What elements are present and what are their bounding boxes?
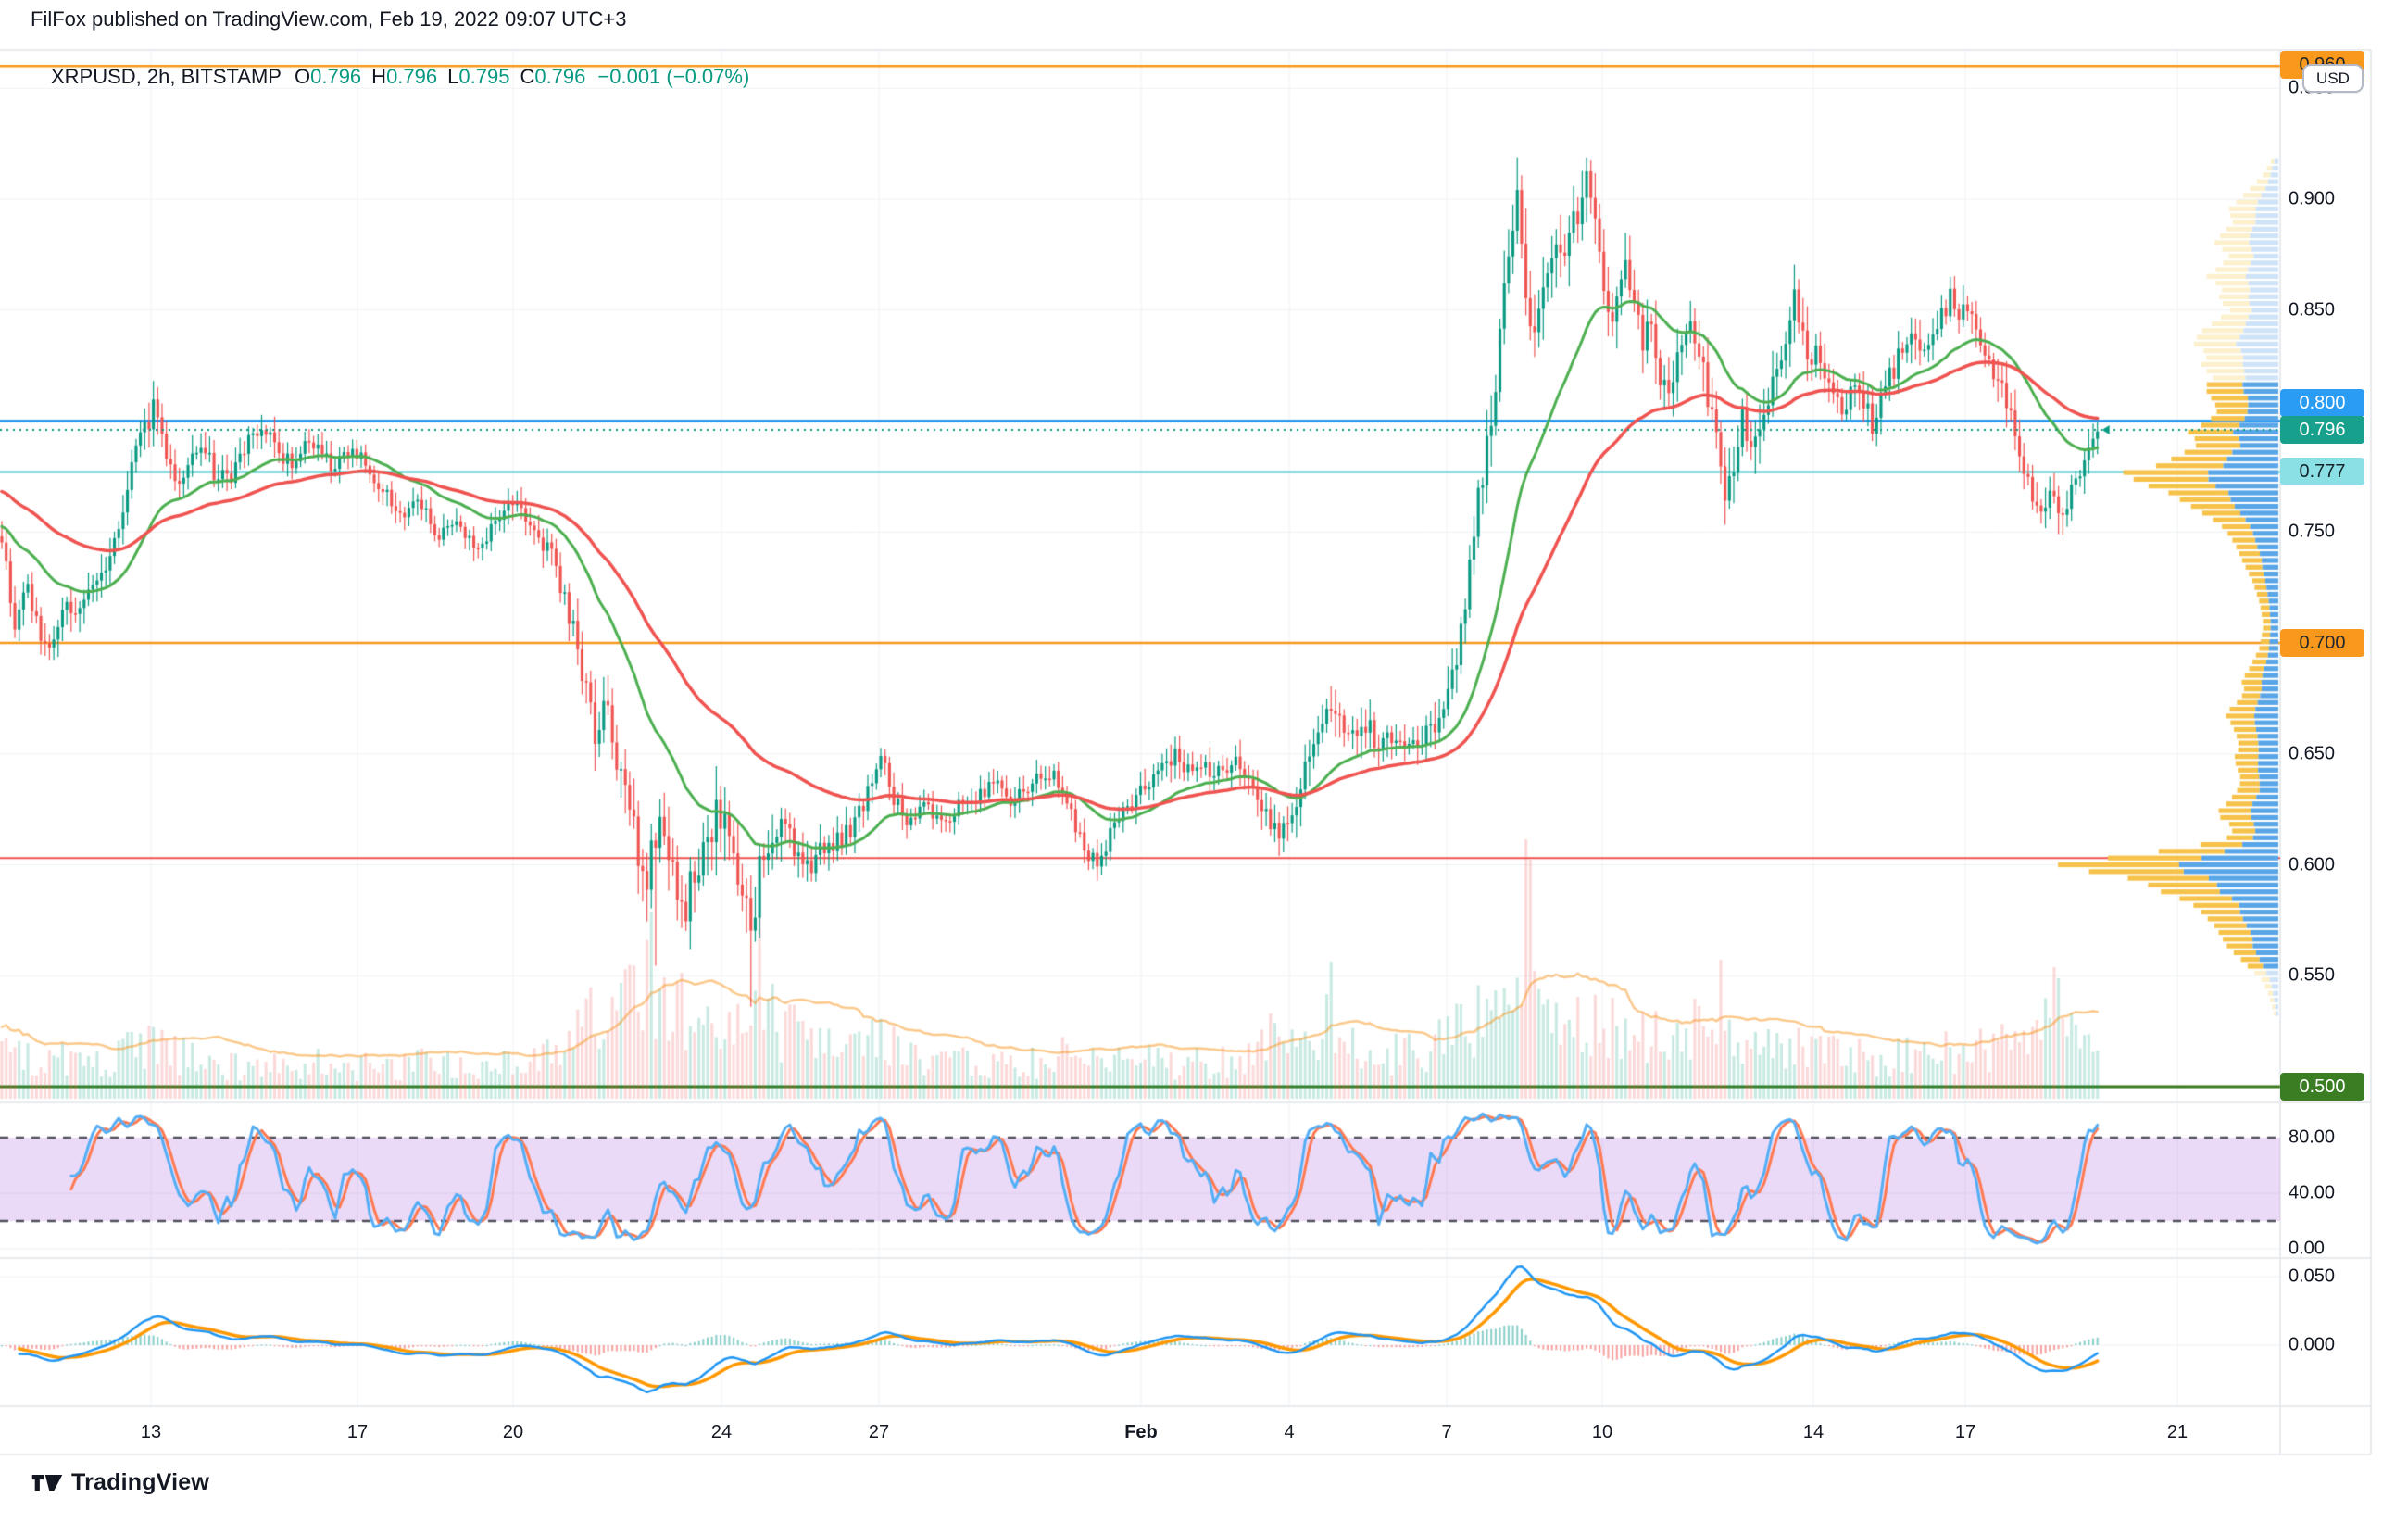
legend-part: 0.796 [534, 65, 586, 88]
legend-part: 0.796 [386, 65, 438, 88]
price-badge: 0.777 [2280, 458, 2364, 485]
time-tick-label: 14 [1802, 1422, 1825, 1442]
symbol-legend[interactable]: XRPUSD, 2h, BITSTAMP O0.796 H0.796 L0.795 C0… [51, 65, 749, 89]
time-tick-label: 20 [502, 1422, 524, 1442]
indicator-tick-label: 80.00 [2289, 1127, 2336, 1148]
price-tick-label: 0.850 [2289, 299, 2336, 321]
tradingview-glyph-icon [31, 1470, 63, 1495]
indicator-tick-label: 0.00 [2289, 1238, 2325, 1259]
price-badge: 0.500 [2280, 1073, 2364, 1101]
time-tick-label: Feb [1124, 1422, 1158, 1442]
time-tick-label: 4 [1284, 1422, 1295, 1442]
price-tick-label: 0.600 [2289, 854, 2336, 875]
price-tick-label: 0.750 [2289, 521, 2336, 542]
time-tick-label: 17 [1954, 1422, 1976, 1442]
legend-part: H [371, 65, 387, 88]
price-badge: 0.700 [2280, 629, 2364, 657]
time-tick-label: 10 [1591, 1422, 1613, 1442]
publish-line: FilFox published on TradingView.com, Feb… [31, 7, 627, 31]
time-tick-label: 13 [140, 1422, 162, 1442]
price-tick-label: 0.550 [2289, 964, 2336, 986]
time-tick-label: 7 [1441, 1422, 1452, 1442]
currency-button[interactable]: USD [2302, 64, 2364, 93]
time-tick-label: 24 [710, 1422, 733, 1442]
legend-part: L [447, 65, 459, 88]
indicator-tick-label: 40.00 [2289, 1182, 2336, 1203]
time-tick-label: 21 [2166, 1422, 2189, 1442]
legend-part: O [294, 65, 311, 88]
price-badge: 0.796 [2280, 416, 2364, 444]
price-badge: 0.800 [2280, 389, 2364, 417]
tradingview-wordmark: TradingView [71, 1469, 210, 1495]
time-tick-label: 17 [346, 1422, 369, 1442]
indicator-tick-label: 0.050 [2289, 1265, 2336, 1287]
indicator-tick-label: 0.000 [2289, 1334, 2336, 1355]
legend-part: XRPUSD, 2h, BITSTAMP [51, 65, 282, 88]
price-tick-label: 0.650 [2289, 743, 2336, 764]
tradingview-logo[interactable]: TradingView [31, 1469, 209, 1496]
legend-part: 0.796 [310, 65, 362, 88]
legend-part: C [520, 65, 535, 88]
time-tick-label: 27 [868, 1422, 890, 1442]
legend-part: −0.001 (−0.07%) [597, 65, 750, 88]
legend-part: 0.795 [458, 65, 510, 88]
price-tick-label: 0.900 [2289, 188, 2336, 209]
